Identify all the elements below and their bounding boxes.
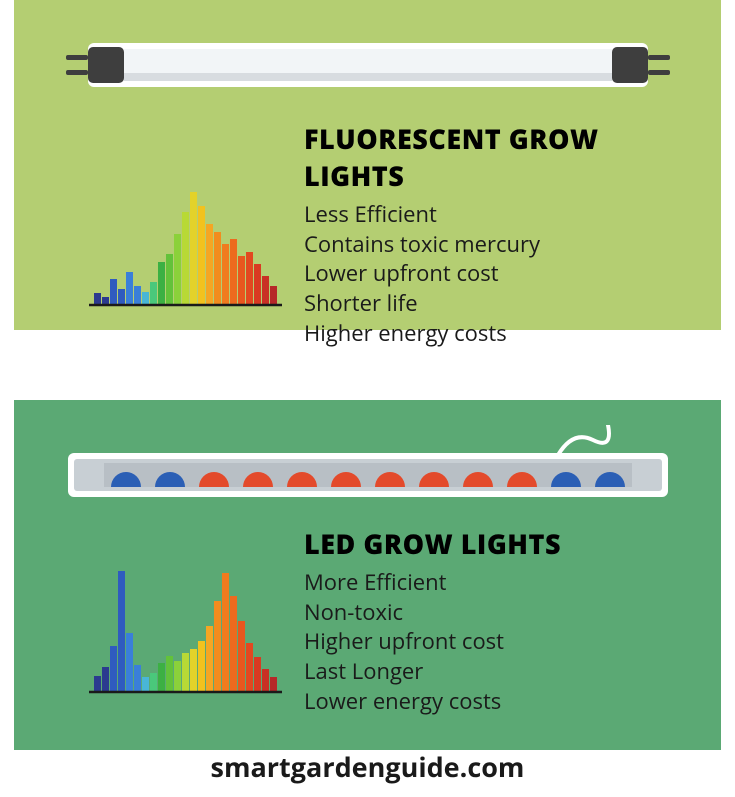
bullet-item: Higher upfront cost — [304, 627, 701, 657]
bullet-item: Shorter life — [304, 289, 701, 319]
fluorescent-text-block: FLUORESCENT GROW LIGHTS Less EfficientCo… — [304, 120, 701, 348]
bullet-item: Contains toxic mercury — [304, 230, 701, 260]
fluorescent-spectrum-chart — [79, 154, 289, 314]
fluorescent-tube-illustration — [48, 35, 688, 95]
led-panel: LED GROW LIGHTS More EfficientNon-toxicH… — [14, 400, 721, 750]
bullet-item: Higher energy costs — [304, 319, 701, 349]
led-strip-illustration — [48, 425, 688, 505]
bullet-item: More Efficient — [304, 568, 701, 598]
led-text-block: LED GROW LIGHTS More EfficientNon-toxicH… — [304, 525, 701, 716]
bullet-item: Less Efficient — [304, 200, 701, 230]
fluorescent-title: FLUORESCENT GROW LIGHTS — [304, 120, 701, 194]
led-spectrum-chart — [79, 541, 289, 701]
fluorescent-panel: FLUORESCENT GROW LIGHTS Less EfficientCo… — [14, 0, 721, 330]
footer-url: smartgardenguide.com — [0, 748, 735, 785]
led-title: LED GROW LIGHTS — [304, 525, 701, 562]
bullet-item: Lower energy costs — [304, 687, 701, 717]
bullet-item: Lower upfront cost — [304, 259, 701, 289]
bullet-item: Last Longer — [304, 657, 701, 687]
bullet-item: Non-toxic — [304, 598, 701, 628]
